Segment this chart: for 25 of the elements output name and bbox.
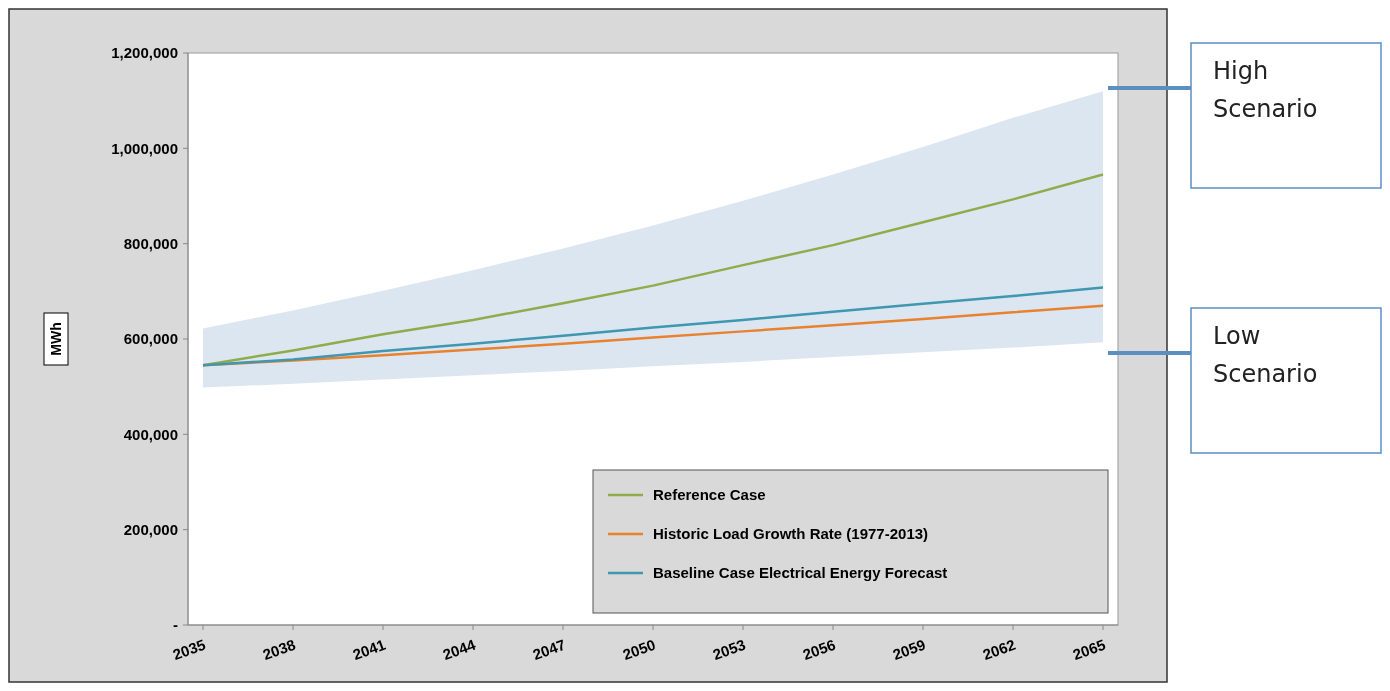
y-tick-label: - xyxy=(173,616,178,634)
y-axis-title: MWh xyxy=(47,322,64,356)
text: High Scenario xyxy=(1213,57,1318,123)
y-tick-label: 200,000 xyxy=(123,520,178,538)
x-tick-label: 2053 xyxy=(710,635,748,664)
x-tick-label: 2038 xyxy=(260,635,298,664)
x-tick-label: 2047 xyxy=(530,635,568,664)
x-tick-label: 2059 xyxy=(890,635,928,664)
text: Low Scenario xyxy=(1213,322,1318,388)
x-tick-label: 2050 xyxy=(620,635,658,664)
y-tick-label: 800,000 xyxy=(123,234,178,252)
x-tick-label: 2065 xyxy=(1070,635,1108,664)
x-tick-label: 2035 xyxy=(170,635,208,664)
line-series xyxy=(201,286,1105,367)
legend-label: Reference Case xyxy=(653,486,766,504)
y-tick-label: 1,000,000 xyxy=(111,139,178,157)
x-tick-label: 2041 xyxy=(350,635,388,664)
x-tick-label: 2056 xyxy=(800,635,838,664)
y-tick-label: 1,200,000 xyxy=(111,44,178,62)
y-tick-label: 600,000 xyxy=(123,330,178,348)
x-tick-label: 2062 xyxy=(980,635,1018,664)
legend-label: Baseline Case Electrical Energy Forecast xyxy=(653,564,948,582)
x-tick-label: 2044 xyxy=(440,635,479,664)
legend-label: Historic Load Growth Rate (1977-2013) xyxy=(653,525,929,543)
y-tick-label: 400,000 xyxy=(123,425,178,443)
